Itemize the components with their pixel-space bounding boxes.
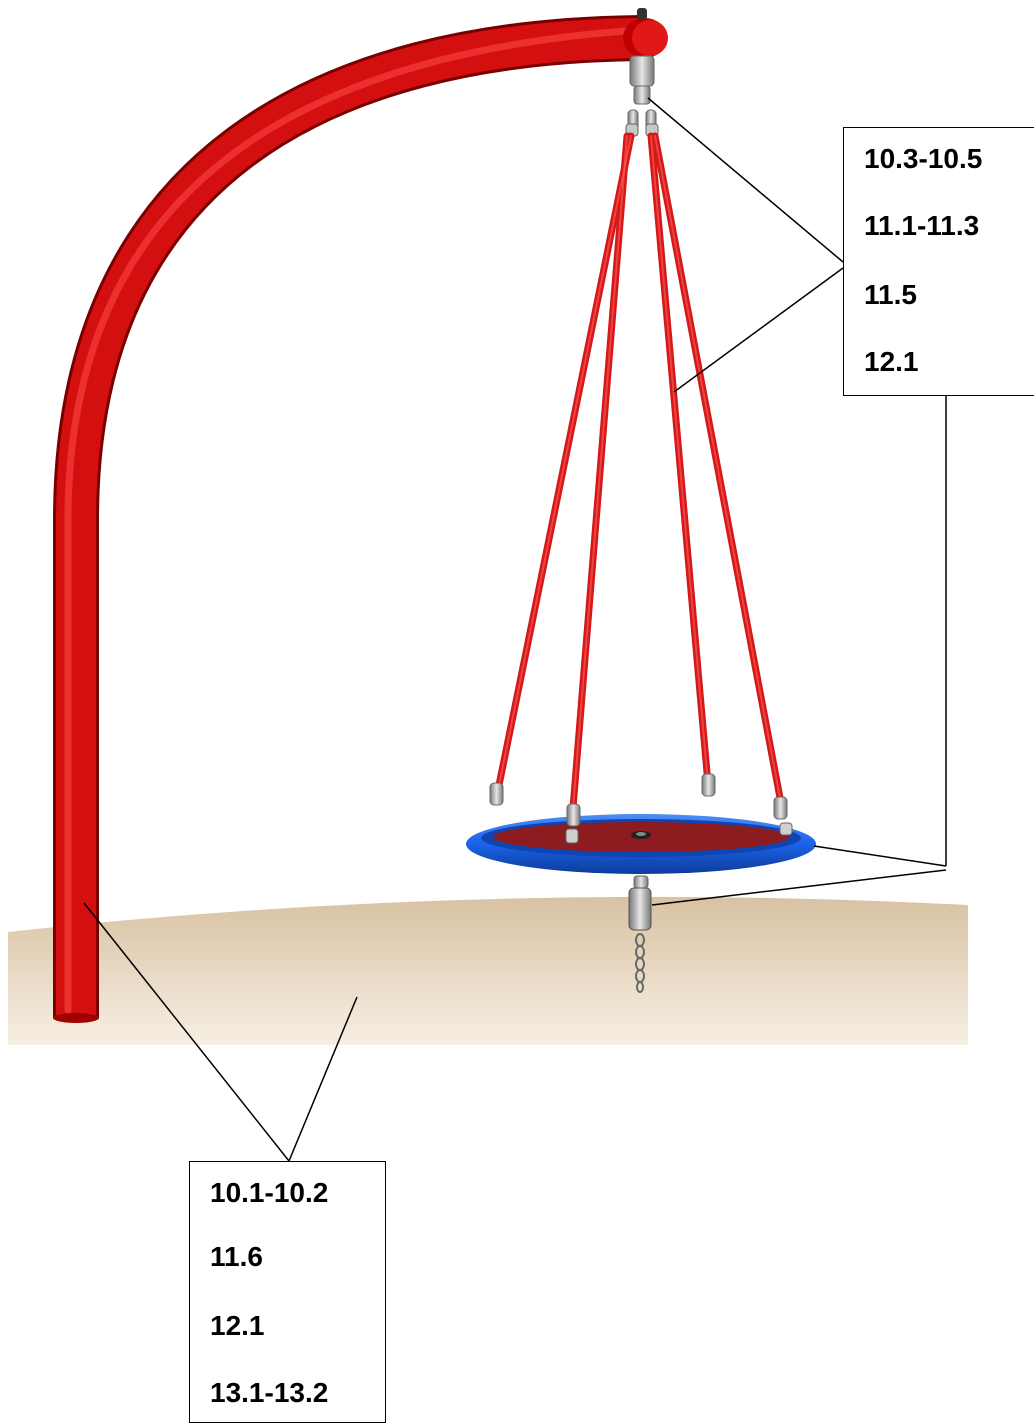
callout-top-item-2: 11.1-11.3	[864, 210, 980, 241]
leader-lines	[83, 97, 947, 1162]
ground-surface-icon	[8, 896, 968, 1045]
swivel-hanger-icon	[625, 55, 659, 137]
leader-line-chain	[651, 869, 947, 906]
callout-box-bottom: 10.1-10.2 11.6 12.1 13.1-13.2	[189, 1161, 386, 1423]
leader-line-seat	[813, 845, 947, 867]
leader-line-bottom-pole	[83, 902, 290, 1162]
callout-top-item-4: 12.1	[864, 346, 919, 377]
swing-ropes	[493, 132, 785, 812]
callout-bottom-item-1: 10.1-10.2	[210, 1177, 329, 1208]
nest-seat-icon	[466, 773, 816, 874]
callout-top-item-1: 10.3-10.5	[864, 143, 983, 174]
callout-box-top: 10.3-10.5 11.1-11.3 11.5 12.1	[843, 127, 1034, 396]
swing-frame-icon	[53, 8, 668, 1023]
leader-line-bottom-ground	[288, 996, 358, 1162]
chain-icon	[628, 875, 652, 993]
leader-line-top-hanger	[647, 97, 844, 263]
callout-bottom-item-3: 12.1	[210, 1310, 265, 1341]
callout-bottom-item-2: 11.6	[210, 1241, 263, 1272]
leader-line-top-rope	[673, 267, 844, 393]
callout-top-item-3: 11.5	[864, 279, 917, 310]
callout-bottom-item-4: 13.1-13.2	[210, 1377, 329, 1408]
